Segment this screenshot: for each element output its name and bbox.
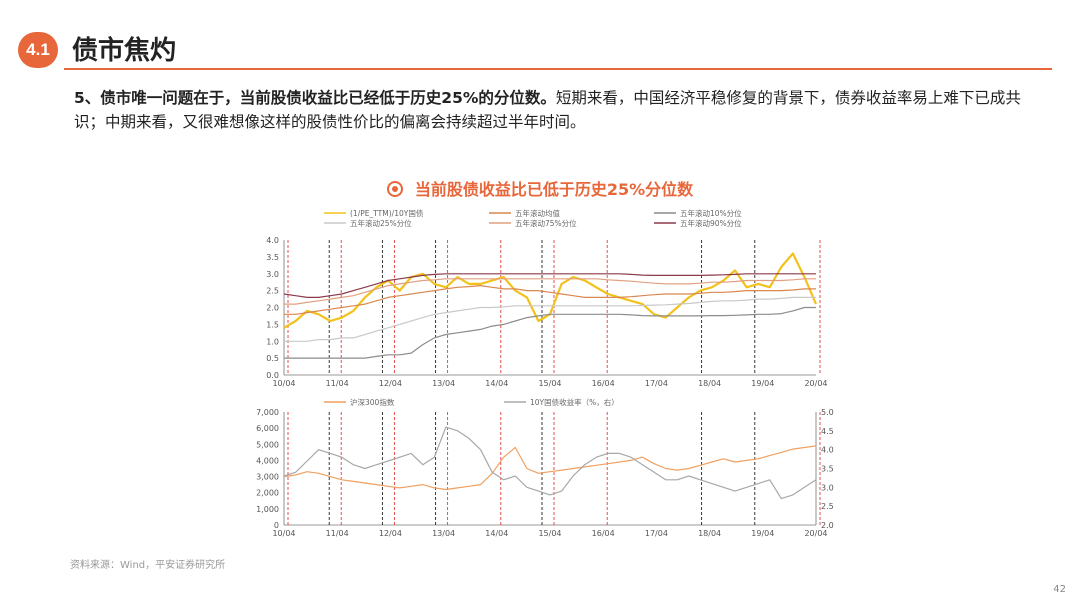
x-tick-label: 10/04 [272, 379, 295, 388]
x-tick-label: 20/04 [804, 379, 827, 388]
legend-label: 五年滚动75%分位 [515, 218, 577, 228]
y-tick-label: 3.0 [266, 270, 279, 279]
legend-label: 10Y国债收益率（%，右） [530, 397, 619, 407]
series-line-1-3 [284, 306, 816, 359]
body-paragraph: 5、债市唯一问题在于，当前股债收益比已经低于历史25%的分位数。短期来看，中国经… [74, 86, 1034, 134]
y-right-tick-label: 5.0 [821, 408, 834, 417]
series-line-1-1 [283, 252, 818, 329]
figure-title: 当前股债收益比已低于历史25%分位数 [0, 176, 1080, 200]
y-tick-label: 1,000 [256, 505, 279, 514]
x-tick-label: 16/04 [592, 379, 615, 388]
figure-title-text: 当前股债收益比已低于历史25%分位数 [414, 180, 694, 199]
bullet-icon [386, 181, 403, 197]
paragraph-bold-lead: 5、债市唯一问题在于，当前股债收益比已经低于历史25%的分位数。 [74, 89, 556, 107]
series-line-1-2 [284, 284, 816, 315]
x-tick-label: 18/04 [698, 379, 721, 388]
x-tick-label: 19/04 [751, 529, 774, 538]
legend-label: 五年滚动均值 [515, 208, 560, 218]
x-tick-label: 12/04 [379, 379, 402, 388]
y-right-tick-label: 4.5 [821, 427, 834, 436]
section-number-badge: 4.1 [18, 32, 58, 68]
legend-label: 沪深300指数 [350, 397, 395, 407]
y-tick-label: 4.0 [266, 236, 279, 245]
page-number: 42 [1053, 584, 1066, 595]
y-right-tick-label: 4.0 [821, 446, 834, 455]
y-tick-label: 0 [274, 521, 279, 530]
y-right-tick-label: 3.0 [821, 483, 834, 492]
x-tick-label: 11/04 [326, 529, 349, 538]
x-tick-label: 10/04 [272, 529, 295, 538]
y-tick-label: 2.5 [266, 287, 279, 296]
paragraph-rest: 短期来看，中国经济平稳修复的背景下，债券收益率易上难下已成共识；中期来看，又很难… [74, 89, 1021, 131]
source-note: 资料来源：Wind，平安证券研究所 [70, 560, 226, 571]
x-tick-label: 15/04 [538, 529, 561, 538]
y-tick-label: 2.0 [266, 304, 279, 313]
series-line-1-4 [284, 296, 816, 342]
y-tick-label: 0.0 [266, 371, 279, 380]
series-line-1-6 [283, 273, 816, 299]
x-tick-label: 12/04 [379, 529, 402, 538]
x-tick-label: 18/04 [698, 529, 721, 538]
legend-label: 五年滚动25%分位 [350, 218, 412, 228]
x-tick-label: 19/04 [751, 379, 774, 388]
y-tick-label: 5,000 [256, 440, 279, 449]
section-title: 债市焦灼 [72, 36, 177, 66]
chart-panel: 4.03.53.02.52.01.51.00.50.010/04 11/04 12/… [256, 208, 834, 538]
y-right-tick-label: 3.5 [821, 465, 834, 474]
x-tick-label: 11/04 [326, 379, 349, 388]
legend-label: 五年滚动10%分位 [680, 208, 742, 218]
series-line-1-5 [284, 278, 816, 305]
y-right-tick-label: 2.5 [821, 502, 834, 511]
x-tick-label: 17/04 [645, 529, 668, 538]
y-right-tick-label: 2.0 [821, 521, 834, 530]
x-tick-label: 14/04 [485, 379, 508, 388]
y-tick-label: 6,000 [256, 424, 279, 433]
x-tick-label: 20/04 [804, 529, 827, 538]
y-tick-label: 1.0 [266, 337, 279, 346]
y-tick-label: 1.5 [266, 320, 279, 329]
x-tick-label: 17/04 [645, 379, 668, 388]
legend-label: (1/PE_TTM)/10Y国债 [350, 208, 424, 218]
x-tick-label: 15/04 [538, 379, 561, 388]
legend-label: 五年滚动90%分位 [680, 218, 742, 228]
y-tick-label: 0.5 [266, 354, 279, 363]
y-tick-label: 4,000 [256, 456, 279, 465]
series-line-2-2 [283, 426, 817, 500]
x-tick-label: 16/04 [592, 529, 615, 538]
title-divider [64, 68, 1052, 70]
series-line-2-1 [283, 445, 817, 491]
y-tick-label: 2,000 [256, 489, 279, 498]
x-tick-label: 13/04 [432, 379, 455, 388]
y-tick-label: 3.5 [266, 253, 279, 262]
x-tick-label: 13/04 [432, 529, 455, 538]
y-tick-label: 3,000 [256, 473, 279, 482]
x-tick-label: 14/04 [485, 529, 508, 538]
y-tick-label: 7,000 [256, 408, 279, 417]
